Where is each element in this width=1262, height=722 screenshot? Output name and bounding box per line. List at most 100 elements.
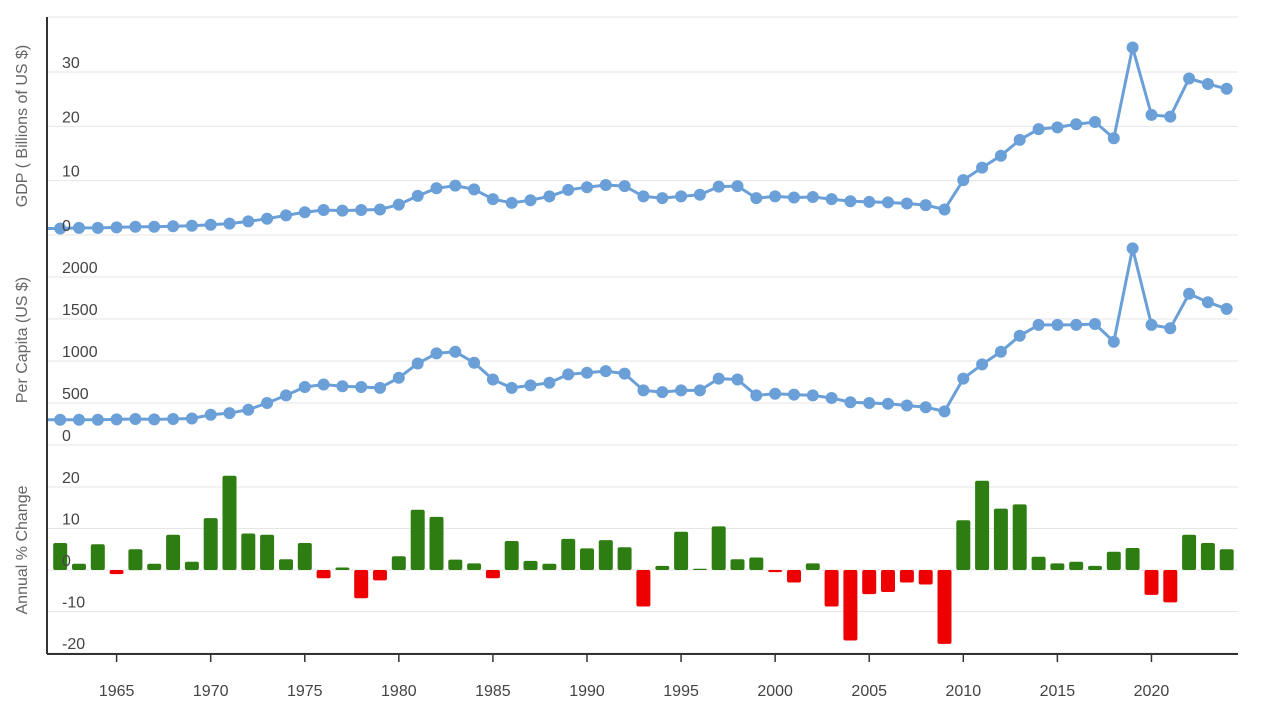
data-point: [355, 381, 368, 393]
data-point: [468, 183, 481, 196]
data-point: [1070, 118, 1083, 131]
x-tick-label: 2020: [1134, 683, 1170, 700]
data-point: [204, 408, 217, 421]
data-point: [411, 189, 424, 202]
change-bar: [279, 559, 293, 570]
data-point: [599, 179, 612, 191]
change-bar: [523, 560, 538, 570]
data-point: [1032, 123, 1045, 136]
change-bar: [711, 526, 726, 570]
change-bar: [617, 547, 632, 570]
data-point: [261, 212, 274, 225]
data-point: [148, 413, 161, 426]
change-bar: [993, 508, 1008, 570]
data-point: [637, 190, 650, 203]
data-point: [712, 180, 725, 193]
data-point: [863, 195, 876, 208]
data-point: [242, 215, 255, 228]
y-tick-label: 10: [62, 164, 80, 181]
data-point: [355, 204, 368, 216]
data-point: [110, 221, 123, 234]
data-point: [731, 373, 744, 386]
change-bar: [580, 548, 594, 570]
data-point: [769, 387, 782, 400]
change-bar: [843, 570, 858, 641]
data-point: [882, 196, 894, 209]
data-point: [581, 181, 593, 194]
data-point: [73, 413, 85, 426]
data-point: [863, 397, 876, 409]
change-bar: [937, 570, 952, 644]
data-point: [167, 220, 180, 233]
data-point: [374, 203, 386, 216]
change-bar: [674, 531, 689, 570]
data-point: [336, 380, 349, 393]
change-bar: [297, 543, 312, 570]
data-point: [994, 345, 1007, 358]
y-tick-label: 2000: [62, 260, 98, 277]
data-point: [1051, 121, 1064, 134]
data-point: [938, 405, 951, 418]
change-bar: [354, 570, 369, 599]
change-bar: [467, 563, 482, 570]
data-point: [73, 221, 85, 234]
data-point: [1164, 322, 1177, 335]
change-bar: [485, 570, 500, 579]
data-point: [449, 345, 462, 358]
change-bar: [824, 570, 839, 607]
y-tick-label: 30: [62, 55, 80, 72]
change-bar: [805, 563, 820, 570]
change-bar: [504, 541, 519, 570]
annual-change-bars: [53, 475, 1234, 644]
data-point: [317, 204, 330, 216]
x-tick-label: 1980: [381, 683, 417, 700]
change-bar: [862, 570, 877, 595]
y-tick-label: 0: [62, 428, 71, 445]
data-point: [1145, 318, 1158, 331]
data-point: [919, 401, 932, 414]
data-point: [392, 198, 405, 211]
y-tick-label: 500: [62, 386, 89, 403]
data-point: [788, 191, 800, 204]
data-point: [731, 180, 744, 193]
change-bar: [956, 520, 971, 570]
x-tick-label: 1985: [475, 683, 511, 700]
data-point: [938, 203, 951, 216]
data-point: [656, 192, 669, 205]
change-bar: [1125, 548, 1140, 570]
change-bar: [1219, 549, 1234, 571]
change-bar: [542, 563, 557, 570]
change-bar: [787, 570, 801, 583]
data-point: [486, 193, 499, 206]
y-tick-label: 1000: [62, 344, 98, 361]
data-point: [693, 384, 706, 397]
data-point: [280, 389, 292, 402]
data-point: [1032, 318, 1045, 331]
data-point: [317, 378, 330, 391]
change-bar: [90, 544, 105, 570]
change-bar: [53, 543, 68, 570]
y-tick-label: 20: [62, 470, 80, 487]
change-bar: [899, 570, 914, 583]
data-point: [844, 396, 857, 409]
x-tick-label: 1975: [287, 683, 323, 700]
change-bar: [1012, 504, 1027, 570]
data-point: [430, 182, 443, 195]
data-point: [543, 190, 556, 203]
y-axis-title: GDP ( Billions of US $): [14, 45, 31, 207]
data-point: [900, 399, 913, 412]
change-bar: [391, 556, 406, 570]
data-point: [618, 367, 631, 380]
data-point: [637, 384, 650, 397]
change-bar: [1069, 561, 1084, 570]
y-tick-label: -20: [62, 636, 85, 653]
change-bar: [881, 570, 895, 592]
data-point: [261, 397, 274, 409]
y-axis-title: Per Capita (US $): [14, 277, 31, 403]
data-point: [110, 413, 123, 426]
data-point: [1220, 82, 1233, 95]
data-point: [1145, 108, 1158, 121]
change-bar: [1106, 551, 1121, 570]
data-point: [1201, 296, 1214, 309]
